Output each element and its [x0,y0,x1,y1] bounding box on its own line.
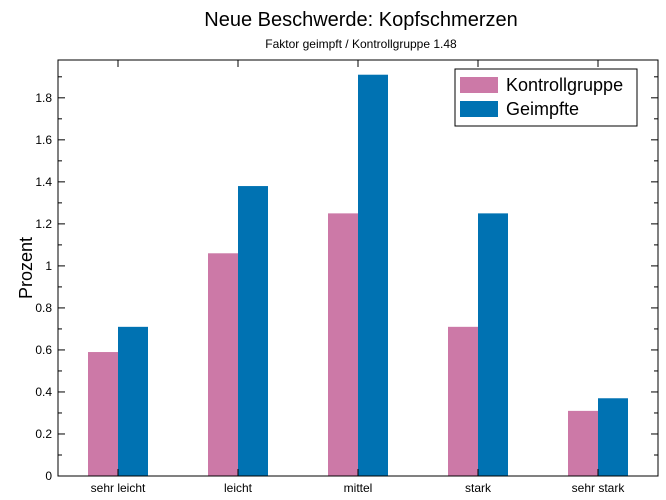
legend-swatch-0 [460,77,498,93]
bar-vaccinated-0 [118,326,148,476]
y-tick-label-3: 0.6 [35,343,52,357]
x-tick-label-4: sehr stark [572,481,626,495]
legend-label-1: Geimpfte [506,99,579,119]
bar-control-0 [88,352,118,476]
chart-title: Neue Beschwerde: Kopfschmerzen [204,9,518,31]
bar-vaccinated-1 [238,186,268,476]
x-tick-label-1: leicht [224,481,253,495]
bar-control-4 [568,410,598,476]
x-tick-label-0: sehr leicht [91,481,146,495]
y-tick-label-6: 1.2 [35,217,52,231]
x-tick-label-3: stark [465,481,492,495]
y-tick-label-1: 0.2 [35,427,52,441]
legend-label-0: Kontrollgruppe [506,75,623,95]
y-tick-label-7: 1.4 [35,175,52,189]
bar-control-3 [448,326,478,476]
y-tick-label-4: 0.8 [35,301,52,315]
bar-vaccinated-2 [358,74,388,477]
y-tick-label-9: 1.8 [35,91,52,105]
legend-swatch-1 [460,101,498,117]
x-tick-label-2: mittel [344,481,373,495]
legend: Kontrollgruppe Geimpfte [454,68,638,127]
ticks-layer: 0 0.2 0.4 0.6 0.8 1 1.2 1.4 1.6 1.8 sehr leicht lei… [35,60,658,495]
bar-vaccinated-3 [478,213,508,476]
y-tick-label-0: 0 [45,469,52,483]
y-tick-label-5: 1 [45,259,52,273]
bar-control-1 [208,253,238,476]
y-tick-label-2: 0.4 [35,385,52,399]
bar-control-2 [328,213,358,476]
bar-vaccinated-4 [598,398,628,476]
y-tick-label-8: 1.6 [35,133,52,147]
chart-subtitle: Faktor geimpft / Kontrollgruppe 1.48 [265,37,457,51]
y-axis-label: Prozent [16,237,36,299]
bars-layer [88,74,628,477]
